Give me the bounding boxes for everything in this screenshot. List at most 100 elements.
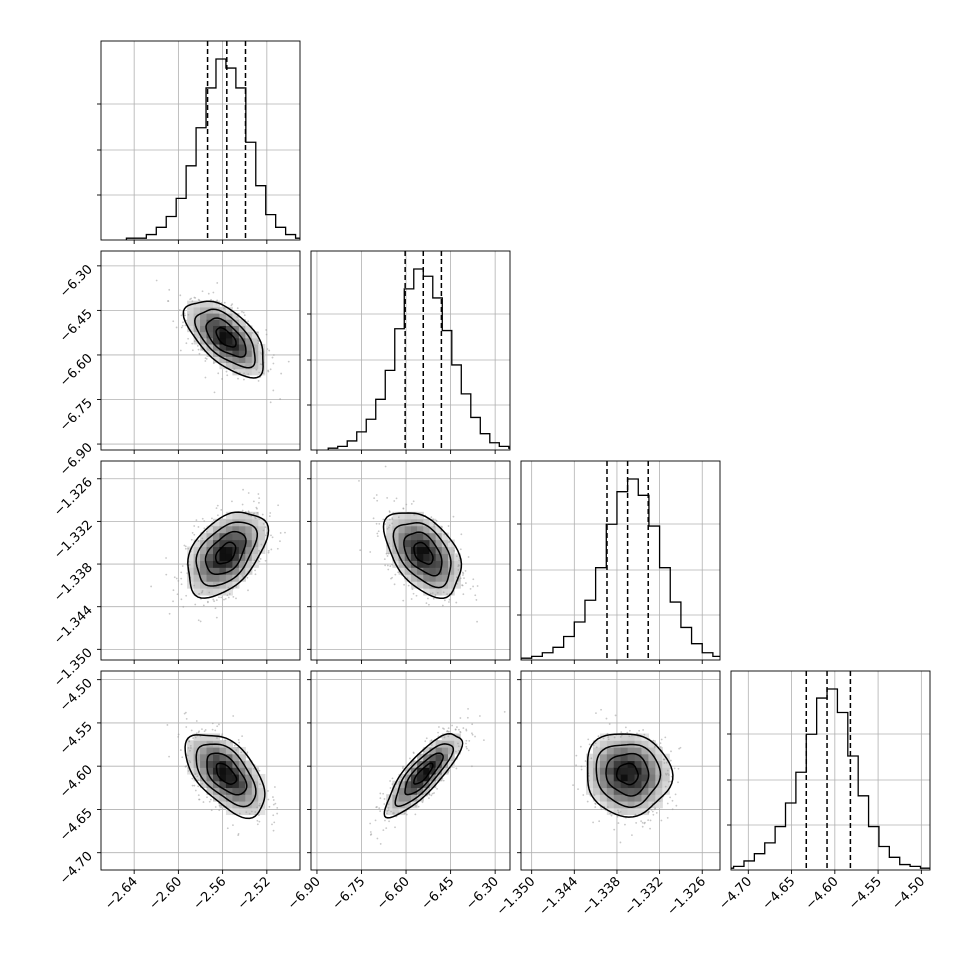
density-cell [599, 794, 608, 802]
sample-point [211, 517, 213, 520]
density-cell [225, 325, 233, 333]
sample-point [655, 812, 658, 814]
density-cell [225, 787, 233, 795]
sample-point [369, 551, 372, 553]
density-cell [662, 773, 670, 782]
sample-point [197, 779, 200, 782]
sample-point [246, 751, 249, 754]
sample-point [264, 559, 267, 562]
density-cell [410, 581, 418, 589]
sample-point [387, 552, 390, 555]
sample-point [620, 734, 623, 737]
density-cell [232, 574, 240, 582]
sample-point [393, 583, 396, 586]
density-cell [417, 780, 424, 789]
density-cell [423, 588, 431, 596]
sample-point [388, 524, 391, 527]
panel-frame [310, 670, 511, 871]
density-cell [258, 807, 266, 816]
sample-point [204, 729, 207, 731]
density-cell [187, 567, 195, 575]
sample-point [391, 522, 393, 525]
sample-point [231, 303, 234, 306]
y-tick-label: −4.55 [57, 719, 96, 758]
sample-point [609, 812, 612, 815]
density-cell [245, 362, 253, 370]
density-cell [398, 794, 406, 802]
density-cell [219, 306, 227, 314]
density-cell [634, 780, 643, 789]
sample-point [256, 512, 259, 514]
sample-point [251, 810, 253, 813]
density-cell [212, 773, 221, 782]
density-cell [586, 780, 594, 789]
density-panel [358, 465, 479, 623]
density-cell [454, 746, 461, 755]
sample-point [441, 526, 443, 528]
density-cell [606, 767, 615, 775]
sample-point [259, 783, 261, 786]
density-cell [245, 325, 253, 333]
panel-grid [101, 251, 300, 450]
sample-point [247, 589, 249, 592]
density-cell [392, 787, 400, 795]
y-tick-label: −1.332 [51, 518, 96, 563]
sample-point [459, 548, 462, 551]
density-cell [245, 518, 253, 527]
density-cell [200, 760, 208, 768]
density-cell [232, 525, 240, 534]
sample-point [592, 821, 594, 824]
sample-point [279, 532, 282, 534]
sample-point [431, 592, 434, 595]
sample-point [598, 820, 601, 823]
sample-point [257, 814, 260, 816]
sample-point [184, 711, 187, 714]
density-cell [404, 511, 412, 520]
density-cell [423, 760, 431, 768]
sample-point [265, 333, 268, 336]
density-cell [212, 525, 221, 534]
sample-point [432, 597, 435, 600]
density-cell [193, 740, 201, 748]
density-panel [166, 711, 279, 837]
density-cell [447, 539, 455, 548]
sample-point [201, 290, 204, 293]
sample-point [226, 594, 229, 597]
density-cell [404, 794, 412, 802]
density-cell [245, 760, 253, 768]
sample-point [624, 726, 627, 729]
sample-point [389, 565, 392, 567]
density-cell [429, 539, 437, 548]
sample-point [262, 372, 265, 375]
density-cell [212, 753, 221, 762]
density-cell [238, 546, 246, 554]
sample-point [593, 794, 596, 797]
density-cell [655, 746, 663, 755]
sample-point [196, 345, 199, 347]
sample-point [659, 742, 662, 745]
sample-point [452, 515, 455, 518]
sample-point [446, 593, 448, 596]
density-cell [386, 525, 393, 534]
density-cell [417, 511, 424, 520]
sample-point [457, 579, 460, 582]
density-cell [251, 331, 259, 339]
sample-point [582, 794, 585, 796]
sample-point [400, 776, 402, 779]
sample-point [425, 737, 428, 740]
density-cell [599, 746, 608, 755]
sample-point [197, 348, 200, 351]
sample-point [373, 497, 376, 500]
density-cell [258, 780, 266, 789]
sample-point [378, 522, 381, 525]
density-cell [627, 787, 636, 795]
sample-point [597, 735, 600, 738]
sample-point [377, 530, 380, 533]
sample-point [235, 597, 237, 600]
density-cell [245, 350, 253, 357]
density-cell [245, 525, 253, 534]
sample-point [409, 757, 411, 760]
density-cell [417, 525, 424, 534]
density-cell [655, 794, 663, 802]
